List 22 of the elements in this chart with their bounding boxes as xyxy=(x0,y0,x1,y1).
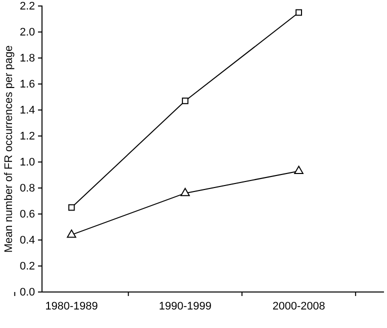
point xyxy=(294,166,304,174)
point xyxy=(296,9,302,16)
y-tick-label: 1.6 xyxy=(20,78,35,91)
y-tick-label: 0.2 xyxy=(20,260,35,273)
y-tick-label: 0.8 xyxy=(20,182,35,195)
point xyxy=(182,98,188,104)
x-tick-label: 2000-2008 xyxy=(272,300,326,312)
point xyxy=(180,188,190,196)
x-tick-label: 1980-1989 xyxy=(45,300,98,312)
x-tick-label: 1990-1999 xyxy=(158,300,212,312)
point xyxy=(66,229,76,238)
y-tick-label: 0.6 xyxy=(20,208,35,221)
y-axis-title: Mean number of FR occurrences per page xyxy=(3,45,15,253)
y-tick-label: 2.2 xyxy=(20,0,35,13)
y-tick-label: 1.2 xyxy=(20,130,35,143)
y-tick-label: 1.8 xyxy=(20,52,35,65)
y-tick-label: 0.4 xyxy=(20,234,35,247)
y-tick-label: 2.0 xyxy=(20,26,35,39)
y-tick-label: 1.0 xyxy=(20,156,35,169)
point xyxy=(68,204,75,211)
y-tick-label: 1.4 xyxy=(20,104,35,117)
y-tick-label: 0.0 xyxy=(20,286,35,299)
